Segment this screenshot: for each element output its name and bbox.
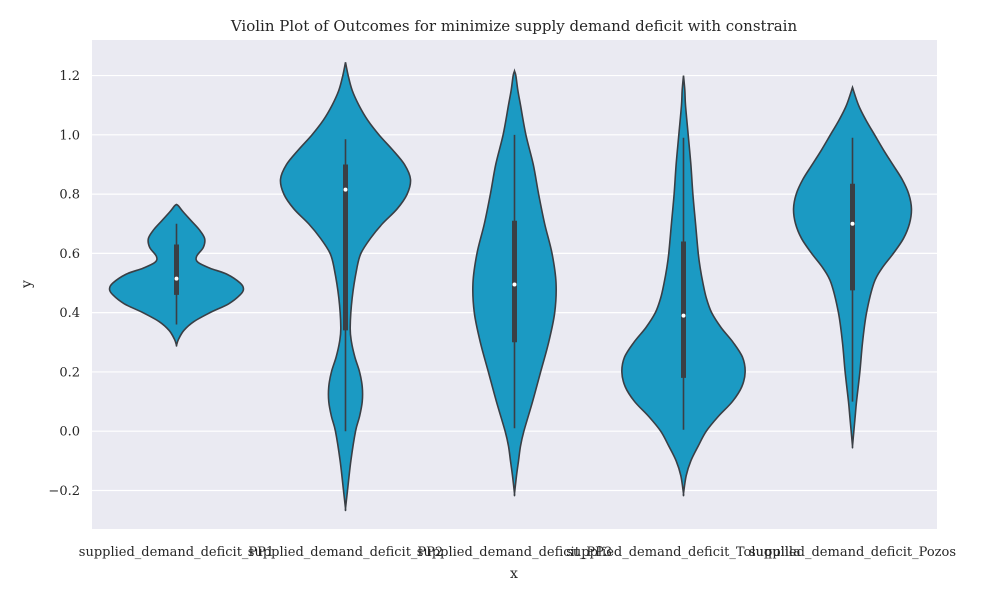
x-axis-label: x bbox=[510, 566, 518, 582]
y-tick-label: 0.8 bbox=[59, 188, 80, 203]
violins bbox=[108, 62, 913, 512]
y-tick-label: 1.2 bbox=[59, 69, 80, 84]
x-tick-label: supplied_demand_deficit_Toluquilla bbox=[566, 545, 801, 560]
violin-median-dot bbox=[512, 282, 517, 287]
chart-title: Violin Plot of Outcomes for minimize sup… bbox=[230, 17, 798, 35]
x-tick-labels: supplied_demand_deficit_PP1supplied_dema… bbox=[79, 545, 956, 560]
violin-median-dot bbox=[174, 276, 179, 281]
y-axis-label: y bbox=[19, 280, 35, 289]
violin-median-dot bbox=[343, 187, 348, 192]
violin-median-dot bbox=[681, 313, 686, 318]
y-tick-label: 0.6 bbox=[59, 247, 80, 262]
violin-median-dot bbox=[850, 221, 855, 226]
y-tick-label: 0.2 bbox=[59, 365, 80, 380]
x-tick-label: supplied_demand_deficit_PP1 bbox=[79, 545, 274, 560]
y-tick-labels: −0.2 0.0 0.2 0.4 0.6 0.8 1.0 1.2 bbox=[48, 69, 80, 499]
x-tick-label: supplied_demand_deficit_PP2 bbox=[248, 545, 443, 560]
y-tick-label: 0.0 bbox=[59, 425, 80, 440]
y-tick-label: 1.0 bbox=[59, 128, 80, 143]
x-tick-label: supplied_demand_deficit_PP3 bbox=[417, 545, 612, 560]
x-tick-label: supplied_demand_deficit_Pozos bbox=[749, 545, 956, 560]
y-tick-label: −0.2 bbox=[48, 484, 80, 499]
y-tick-label: 0.4 bbox=[59, 306, 80, 321]
